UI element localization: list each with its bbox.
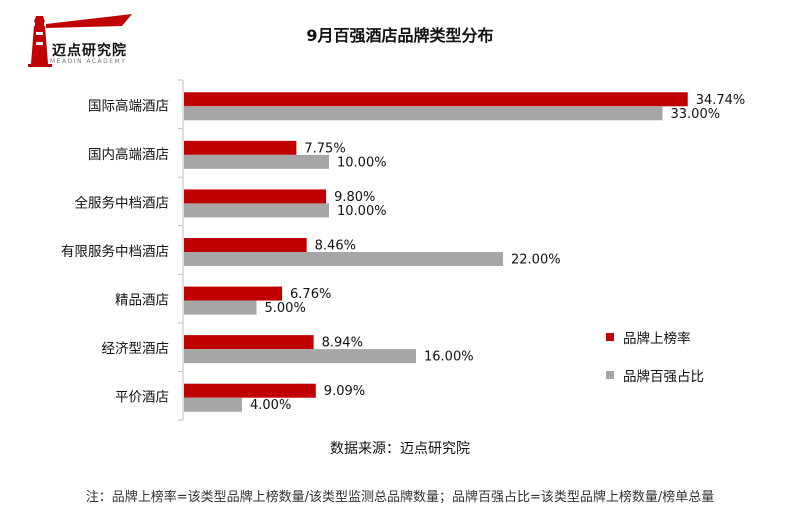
data-label: 10.00%: [337, 204, 387, 219]
bar-share: [184, 300, 257, 315]
legend-swatch-share: [606, 371, 614, 379]
bar-share: [184, 154, 329, 169]
data-label: 33.00%: [671, 107, 721, 122]
data-label: 4.00%: [250, 398, 291, 413]
legend-label-share: 品牌百强占比: [623, 369, 704, 385]
bar-share: [184, 397, 242, 412]
data-label: 22.00%: [511, 253, 561, 268]
legend-item: 品牌上榜率: [606, 327, 704, 347]
category-label: 经济型酒店: [102, 341, 170, 357]
bar-rate: [184, 189, 327, 204]
bar-rate: [184, 238, 307, 252]
data-label: 6.76%: [290, 287, 331, 302]
legend: 品牌上榜率 品牌百强占比: [606, 327, 704, 385]
bar-rate: [184, 140, 297, 155]
bar-rate: [184, 286, 283, 301]
data-label: 5.00%: [265, 301, 306, 316]
data-label: 16.00%: [424, 350, 474, 365]
bar-share: [184, 106, 663, 121]
bar-rate: [184, 335, 314, 350]
bar-rate: [184, 383, 316, 398]
category-label: 平价酒店: [115, 390, 169, 406]
data-label: 9.09%: [324, 384, 365, 399]
legend-label-rate: 品牌上榜率: [623, 331, 691, 347]
category-label: 有限服务中档酒店: [61, 244, 169, 260]
bar-share: [184, 203, 329, 218]
data-label: 8.94%: [322, 336, 363, 351]
category-label: 精品酒店: [115, 293, 169, 309]
lighthouse-logo-icon: [28, 14, 132, 67]
category-label: 国内高端酒店: [88, 146, 169, 163]
logo-text: 迈点研究院: [52, 43, 127, 59]
data-label: 34.74%: [696, 93, 746, 108]
category-label: 国际高端酒店: [88, 97, 169, 114]
data-label: 9.80%: [334, 190, 375, 205]
data-source: 数据来源：迈点研究院: [330, 441, 470, 457]
legend-swatch-rate: [606, 333, 614, 341]
bar-chart: 国际高端酒店 34.74%33.00%国内高端酒店 7.75%10.00%全服务中档…: [61, 79, 746, 421]
category-label: 全服务中档酒店: [75, 194, 170, 211]
data-label: 10.00%: [337, 155, 387, 170]
legend-item: 品牌百强占比: [606, 365, 704, 385]
footnote: 注：品牌上榜率=该类型品牌上榜数量/该类型监测总品牌数量；品牌百强占比=该类型品…: [85, 490, 715, 505]
bar-share: [184, 349, 416, 364]
logo-subtext: MEADIN ACADEMY: [50, 58, 127, 65]
data-label: 8.46%: [315, 239, 356, 254]
bar-rate: [184, 92, 688, 107]
data-label: 7.75%: [304, 141, 345, 156]
bar-share: [184, 252, 503, 266]
chart-title: 9月百强酒店品牌类型分布: [306, 26, 494, 45]
